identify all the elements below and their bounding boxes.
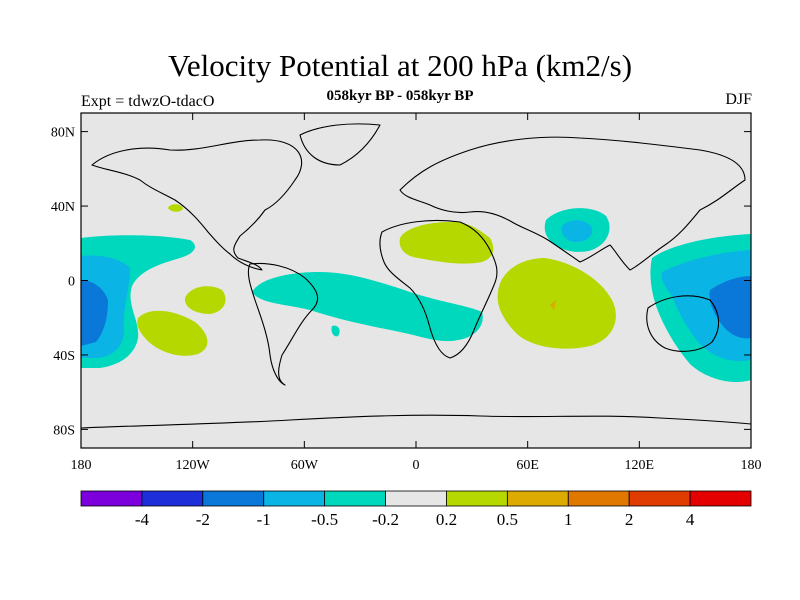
y-axis: 80N 40N 0 40S 80S [51,126,751,438]
y-tick-label: 40S [53,349,75,364]
contour-fill-central-asia-neg-2 [561,220,593,242]
coast-australia [646,295,720,352]
x-tick-label: 60W [291,458,319,473]
x-tick-label: 180 [741,458,762,473]
contour-fill-central-america [223,236,271,276]
colorbar-label: -0.2 [372,510,399,529]
contour-fill-indian-core [497,258,616,349]
colorbar: -4 -2 -1 -0.5 -0.2 0.2 0.5 1 2 4 [80,490,752,529]
contour-fill-south-pacific-core-2 [184,286,226,314]
colorbar-swatch [263,490,326,507]
colorbar-swatch [628,490,691,507]
colorbar-label: 0.2 [436,510,457,529]
coast-eurasia [399,136,746,271]
colorbar-swatch [141,490,204,507]
x-tick-label: 60E [516,458,539,473]
coast-africa [379,219,498,359]
y-tick-label: 80S [53,423,75,438]
x-tick-label: 120E [625,458,655,473]
coast-south-america [247,262,319,386]
colorbar-swatch [202,490,265,507]
experiment-label: Expt = tdwzO-tdacO [81,93,215,110]
colorbar-swatch [567,490,630,507]
colorbar-label: 1 [564,510,573,529]
chart-title: Velocity Potential at 200 hPa (km2/s) [167,48,633,83]
contour-fill-north-america-core [168,204,183,212]
colorbar-label: 0.5 [497,510,518,529]
colorbar-label: -2 [196,510,210,529]
y-tick-label: 80N [51,126,75,141]
coastlines [81,123,751,429]
contour-fill-east-pacific-neg-3 [81,280,108,346]
coast-antarctica [81,414,751,429]
x-tick-label: 120W [176,458,211,473]
contour-fill-north-america [121,166,215,225]
colorbar-label: -4 [135,510,150,529]
colorbar-label: -0.5 [311,510,338,529]
coast-greenland [299,123,381,166]
contour-fill-indian-peak [550,300,556,310]
colorbar-label: 2 [625,510,634,529]
colorbar-swatch [689,490,752,507]
colorbar-swatch [324,490,386,507]
contour-fill-south-atlantic-neg [252,272,483,342]
y-tick-label: 40N [51,200,75,215]
contour-fill-north-atlantic [330,134,425,193]
y-tick-label: 0 [68,275,75,290]
colorbar-label: 4 [686,510,695,529]
coast-north-america [91,139,303,271]
colorbar-swatch [385,490,447,507]
x-tick-label: 0 [413,458,420,473]
contour-fill-west-pacific-neg-3 [709,276,751,339]
x-axis: 180 120W 60W 0 60E 120E 180 [71,113,762,473]
colorbar-swatch [446,490,508,507]
chart-subtitle: 058kyr BP - 058kyr BP [326,88,474,104]
colorbar-swatch [80,490,143,507]
contour-fill-west-pacific-neg-2 [661,250,751,362]
contour-fill-south-atlantic-neg-2 [331,325,340,337]
x-tick-label: 180 [71,458,92,473]
season-label: DJF [725,91,752,108]
contour-fill-africa-core [399,221,494,264]
contour-fills [81,134,751,386]
colorbar-swatch [506,490,569,507]
contour-fill-south-pacific-core [137,310,208,356]
colorbar-label: -1 [257,510,271,529]
